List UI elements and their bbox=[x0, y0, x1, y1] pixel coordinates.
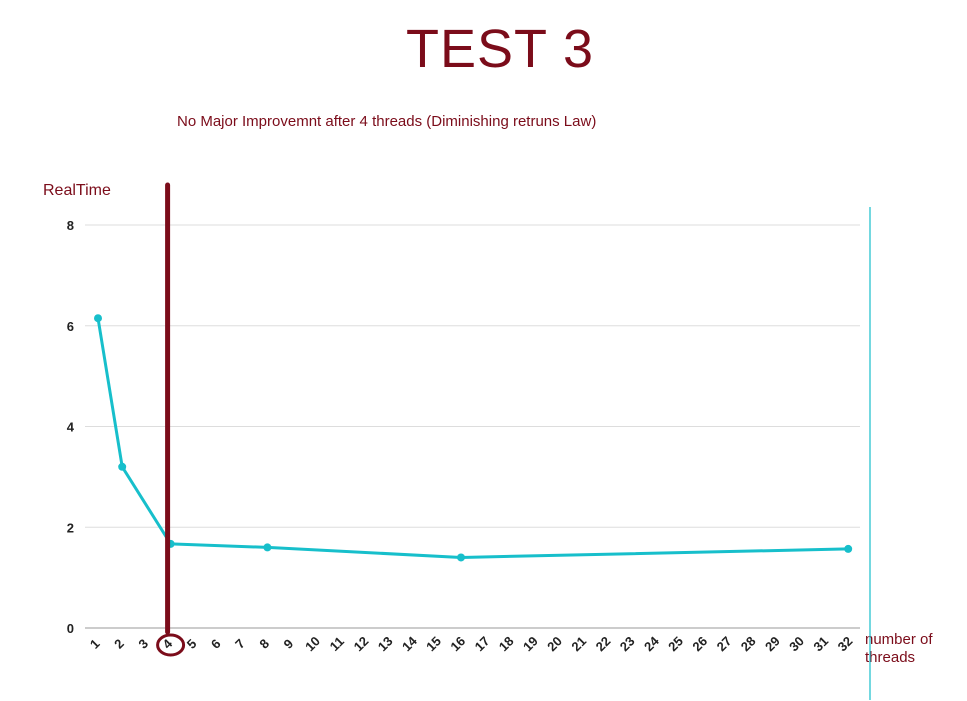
x-tick-label: 27 bbox=[714, 633, 735, 654]
x-tick-label: 8 bbox=[256, 636, 272, 652]
y-tick-label: 6 bbox=[67, 319, 74, 334]
x-tick-label: 32 bbox=[835, 633, 856, 654]
data-point bbox=[457, 553, 465, 562]
highlight-circle bbox=[156, 633, 186, 657]
x-tick-labels: 1 2 3 4 5 6 7 8 9 10 11 12 13 14 15 16 17 18 19 20 21 22 23 24 2… bbox=[87, 633, 856, 657]
x-tick-label: 25 bbox=[665, 633, 686, 654]
y-axis-label: RealTime bbox=[43, 182, 111, 199]
y-tick-label: 2 bbox=[67, 520, 74, 535]
x-tick-label: 19 bbox=[520, 633, 541, 654]
x-tick-label: 24 bbox=[641, 633, 662, 654]
x-tick-label: 13 bbox=[375, 633, 396, 654]
y-tick-labels: 0 2 4 6 8 bbox=[67, 218, 75, 636]
data-point bbox=[263, 543, 272, 552]
x-tick-label: 31 bbox=[810, 633, 831, 654]
x-tick-label: 10 bbox=[302, 633, 323, 654]
x-tick-label: 12 bbox=[351, 633, 372, 654]
x-tick-label: 1 bbox=[87, 636, 103, 652]
x-tick-label: 6 bbox=[208, 636, 224, 652]
x-axis-label: number of threads bbox=[865, 631, 933, 666]
y-tick-label: 4 bbox=[67, 420, 75, 435]
x-tick-label: 2 bbox=[111, 636, 127, 652]
x-tick-label: 21 bbox=[568, 633, 589, 654]
x-tick-label: 22 bbox=[593, 633, 614, 654]
x-tick-label: 18 bbox=[496, 633, 517, 654]
marker-layer bbox=[165, 182, 871, 700]
data-point bbox=[844, 544, 853, 553]
x-tick-label: 14 bbox=[399, 633, 420, 654]
x-tick-label: 30 bbox=[786, 633, 807, 654]
x-tick-label: 5 bbox=[184, 636, 200, 652]
grid-lines bbox=[85, 224, 860, 629]
x-tick-label: 26 bbox=[689, 633, 710, 654]
x-tick-label: 20 bbox=[544, 633, 565, 654]
series-layer bbox=[94, 314, 853, 562]
x-tick-label: 3 bbox=[135, 636, 151, 652]
data-point bbox=[118, 462, 127, 471]
chart-title: TEST 3 bbox=[405, 19, 595, 79]
x-tick-label: 15 bbox=[423, 633, 444, 654]
x-tick-label: 23 bbox=[617, 633, 638, 654]
data-point bbox=[94, 314, 102, 323]
series-line bbox=[96, 317, 849, 559]
x-tick-label: 7 bbox=[232, 636, 248, 652]
x-tick-label: 9 bbox=[281, 636, 297, 652]
x-tick-label: 28 bbox=[738, 633, 759, 654]
y-tick-label: 0 bbox=[67, 621, 74, 636]
y-tick-label: 8 bbox=[67, 218, 74, 233]
x-tick-label: 16 bbox=[447, 633, 468, 654]
x-tick-label: 17 bbox=[472, 633, 493, 654]
chart-annotation: No Major Improvemnt after 4 threads (Dim… bbox=[177, 113, 597, 130]
x-tick-label: 11 bbox=[327, 634, 347, 654]
x-tick-label: 29 bbox=[762, 633, 783, 654]
